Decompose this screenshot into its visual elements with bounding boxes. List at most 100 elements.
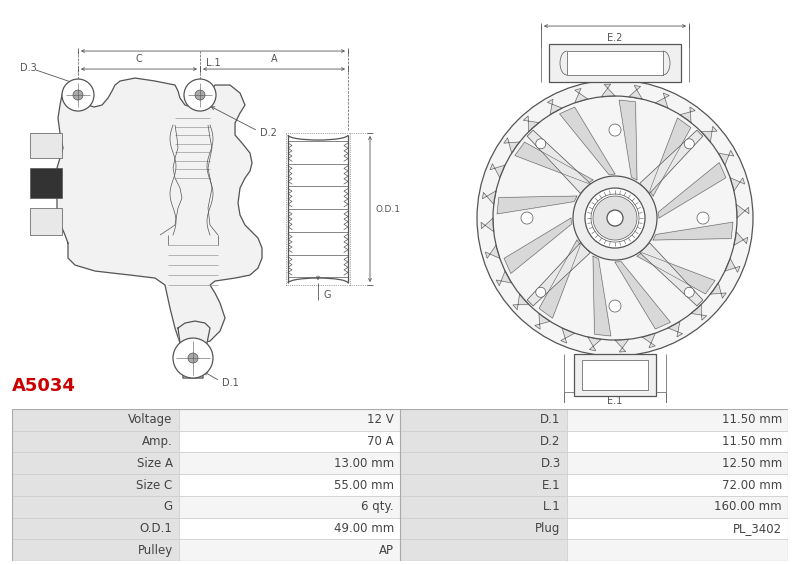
- Bar: [567, 409, 788, 431]
- Polygon shape: [497, 196, 577, 214]
- Circle shape: [73, 90, 83, 100]
- Text: 11.50 mm: 11.50 mm: [722, 435, 782, 448]
- Bar: [400, 518, 567, 539]
- Bar: [179, 518, 400, 539]
- Bar: [549, 44, 681, 82]
- Text: 11.50 mm: 11.50 mm: [722, 413, 782, 426]
- Bar: [567, 431, 788, 452]
- Text: D.2: D.2: [260, 128, 277, 138]
- Bar: [12, 518, 179, 539]
- Bar: [179, 474, 400, 496]
- Text: 55.00 mm: 55.00 mm: [334, 478, 394, 492]
- Text: 13.00 mm: 13.00 mm: [334, 457, 394, 470]
- Circle shape: [684, 139, 694, 149]
- Bar: [400, 474, 567, 496]
- Text: 12 V: 12 V: [367, 413, 394, 426]
- Polygon shape: [574, 89, 588, 103]
- Circle shape: [195, 90, 205, 100]
- Polygon shape: [655, 93, 670, 108]
- Polygon shape: [547, 99, 562, 114]
- Circle shape: [585, 188, 645, 248]
- Text: D.3: D.3: [540, 457, 561, 470]
- Text: E.1: E.1: [542, 478, 561, 492]
- Bar: [179, 409, 400, 431]
- Polygon shape: [588, 337, 602, 351]
- Polygon shape: [615, 340, 629, 352]
- Circle shape: [609, 300, 621, 312]
- Text: A5034: A5034: [12, 377, 76, 395]
- Polygon shape: [178, 321, 210, 378]
- Text: 12.50 mm: 12.50 mm: [722, 457, 782, 470]
- Polygon shape: [513, 294, 529, 310]
- Text: 70 A: 70 A: [367, 435, 394, 448]
- Text: Voltage: Voltage: [128, 413, 173, 426]
- Circle shape: [536, 287, 546, 297]
- Bar: [567, 496, 788, 518]
- Bar: [179, 431, 400, 452]
- Bar: [582, 360, 648, 390]
- Text: O.D.1: O.D.1: [140, 522, 173, 535]
- Text: A: A: [270, 54, 278, 64]
- Polygon shape: [650, 118, 691, 196]
- Circle shape: [477, 80, 753, 356]
- Polygon shape: [535, 314, 550, 329]
- Text: D.2: D.2: [540, 435, 561, 448]
- Polygon shape: [691, 305, 706, 320]
- Polygon shape: [710, 283, 726, 298]
- Bar: [567, 452, 788, 474]
- Text: E.2: E.2: [607, 33, 622, 43]
- Polygon shape: [523, 116, 539, 132]
- Polygon shape: [619, 100, 637, 180]
- Polygon shape: [481, 218, 494, 232]
- Bar: [400, 496, 567, 518]
- Polygon shape: [593, 256, 611, 336]
- Polygon shape: [504, 138, 520, 153]
- Circle shape: [184, 79, 216, 111]
- Circle shape: [173, 338, 213, 378]
- Polygon shape: [490, 164, 505, 178]
- Polygon shape: [653, 222, 733, 240]
- Bar: [179, 496, 400, 518]
- Bar: [12, 409, 179, 431]
- Polygon shape: [539, 240, 580, 318]
- Text: Plug: Plug: [535, 522, 561, 535]
- Bar: [179, 539, 400, 561]
- Bar: [12, 452, 179, 474]
- Text: 49.00 mm: 49.00 mm: [334, 522, 394, 535]
- Polygon shape: [736, 204, 749, 218]
- Polygon shape: [602, 84, 615, 97]
- Polygon shape: [725, 258, 740, 272]
- Polygon shape: [734, 232, 748, 245]
- Bar: [30, 168, 62, 198]
- Circle shape: [684, 287, 694, 297]
- Polygon shape: [57, 78, 262, 345]
- Text: 160.00 mm: 160.00 mm: [714, 500, 782, 513]
- Bar: [12, 539, 179, 561]
- Circle shape: [62, 79, 94, 111]
- Polygon shape: [668, 321, 682, 337]
- Bar: [567, 474, 788, 496]
- Text: G: G: [163, 500, 173, 513]
- Polygon shape: [730, 178, 745, 191]
- Circle shape: [593, 196, 637, 240]
- Circle shape: [609, 124, 621, 136]
- Bar: [400, 452, 567, 474]
- Bar: [30, 133, 62, 158]
- Polygon shape: [718, 151, 734, 165]
- Polygon shape: [640, 130, 703, 193]
- Text: E.1: E.1: [607, 396, 622, 406]
- Polygon shape: [486, 245, 500, 258]
- Polygon shape: [640, 243, 703, 306]
- Polygon shape: [680, 107, 695, 122]
- Bar: [12, 496, 179, 518]
- Bar: [400, 431, 567, 452]
- Text: Pulley: Pulley: [138, 544, 173, 557]
- Polygon shape: [702, 126, 717, 142]
- Bar: [12, 474, 179, 496]
- Text: Size A: Size A: [137, 457, 173, 470]
- Bar: [30, 208, 62, 235]
- Text: C: C: [136, 54, 142, 64]
- Text: G: G: [323, 290, 330, 300]
- Text: PL_3402: PL_3402: [733, 522, 782, 535]
- Polygon shape: [642, 333, 655, 347]
